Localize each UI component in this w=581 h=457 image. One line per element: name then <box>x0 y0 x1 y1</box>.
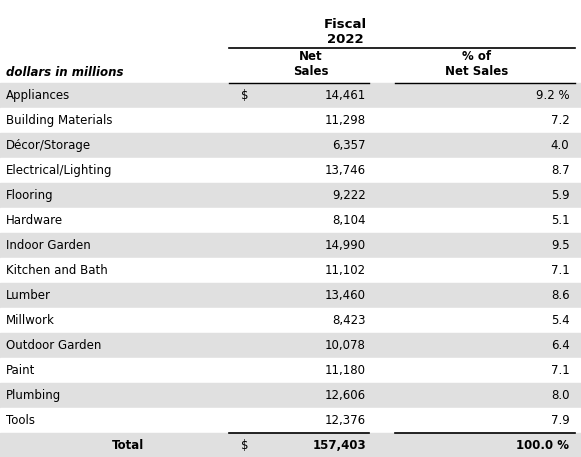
Bar <box>0 383 581 408</box>
Text: 5.1: 5.1 <box>551 214 569 227</box>
Text: 13,460: 13,460 <box>325 289 366 302</box>
Text: 2022: 2022 <box>327 33 364 46</box>
Text: Lumber: Lumber <box>6 289 51 302</box>
Text: 8,423: 8,423 <box>332 314 366 327</box>
Text: $: $ <box>241 89 249 102</box>
Bar <box>0 408 581 433</box>
Text: 11,102: 11,102 <box>325 264 366 277</box>
Text: 6,357: 6,357 <box>332 139 366 152</box>
Text: Hardware: Hardware <box>6 214 63 227</box>
Text: dollars in millions: dollars in millions <box>6 66 123 79</box>
Text: Paint: Paint <box>6 364 35 377</box>
Text: 100.0 %: 100.0 % <box>517 439 569 452</box>
Text: 5.9: 5.9 <box>551 189 569 202</box>
Text: 6.4: 6.4 <box>551 339 569 352</box>
Text: Building Materials: Building Materials <box>6 114 112 127</box>
Text: Millwork: Millwork <box>6 314 55 327</box>
Text: 14,990: 14,990 <box>325 239 366 252</box>
Text: 157,403: 157,403 <box>313 439 366 452</box>
Text: Tools: Tools <box>6 414 35 427</box>
Text: 10,078: 10,078 <box>325 339 366 352</box>
Bar <box>0 333 581 358</box>
Text: Indoor Garden: Indoor Garden <box>6 239 91 252</box>
Text: Outdoor Garden: Outdoor Garden <box>6 339 101 352</box>
Bar <box>0 283 581 308</box>
Text: 7.1: 7.1 <box>551 364 569 377</box>
Text: % of
Net Sales: % of Net Sales <box>445 50 508 78</box>
Text: 8.0: 8.0 <box>551 389 569 402</box>
Text: 12,606: 12,606 <box>325 389 366 402</box>
Bar <box>0 258 581 283</box>
Text: 7.1: 7.1 <box>551 264 569 277</box>
Text: 7.9: 7.9 <box>551 414 569 427</box>
Bar <box>0 108 581 133</box>
Bar <box>0 83 581 108</box>
Text: Total: Total <box>112 439 144 452</box>
Text: 9,222: 9,222 <box>332 189 366 202</box>
Text: Flooring: Flooring <box>6 189 53 202</box>
Text: Net
Sales: Net Sales <box>293 50 329 78</box>
Bar <box>0 133 581 158</box>
Text: Appliances: Appliances <box>6 89 70 102</box>
Text: 8,104: 8,104 <box>332 214 366 227</box>
Text: Kitchen and Bath: Kitchen and Bath <box>6 264 107 277</box>
Text: 13,746: 13,746 <box>325 164 366 177</box>
Text: 12,376: 12,376 <box>325 414 366 427</box>
Text: Electrical/Lighting: Electrical/Lighting <box>6 164 112 177</box>
Text: Décor/Storage: Décor/Storage <box>6 139 91 152</box>
Text: 8.6: 8.6 <box>551 289 569 302</box>
Text: $: $ <box>241 439 249 452</box>
Text: Fiscal: Fiscal <box>324 18 367 31</box>
Text: 8.7: 8.7 <box>551 164 569 177</box>
Bar <box>0 158 581 183</box>
Text: 7.2: 7.2 <box>551 114 569 127</box>
Bar <box>0 208 581 233</box>
Bar <box>0 433 581 457</box>
Text: 11,180: 11,180 <box>325 364 366 377</box>
Bar <box>0 233 581 258</box>
Text: 5.4: 5.4 <box>551 314 569 327</box>
Text: 14,461: 14,461 <box>325 89 366 102</box>
Text: 4.0: 4.0 <box>551 139 569 152</box>
Bar <box>0 358 581 383</box>
Bar <box>0 308 581 333</box>
Text: Plumbing: Plumbing <box>6 389 61 402</box>
Text: 9.5: 9.5 <box>551 239 569 252</box>
Text: 9.2 %: 9.2 % <box>536 89 569 102</box>
Text: 11,298: 11,298 <box>325 114 366 127</box>
Bar <box>0 183 581 208</box>
